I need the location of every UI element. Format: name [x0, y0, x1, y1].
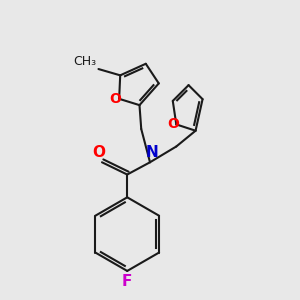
Text: N: N — [146, 145, 158, 160]
Text: O: O — [167, 117, 179, 131]
Text: CH₃: CH₃ — [74, 55, 97, 68]
Text: F: F — [122, 274, 132, 289]
Text: O: O — [92, 145, 105, 160]
Text: O: O — [109, 92, 121, 106]
